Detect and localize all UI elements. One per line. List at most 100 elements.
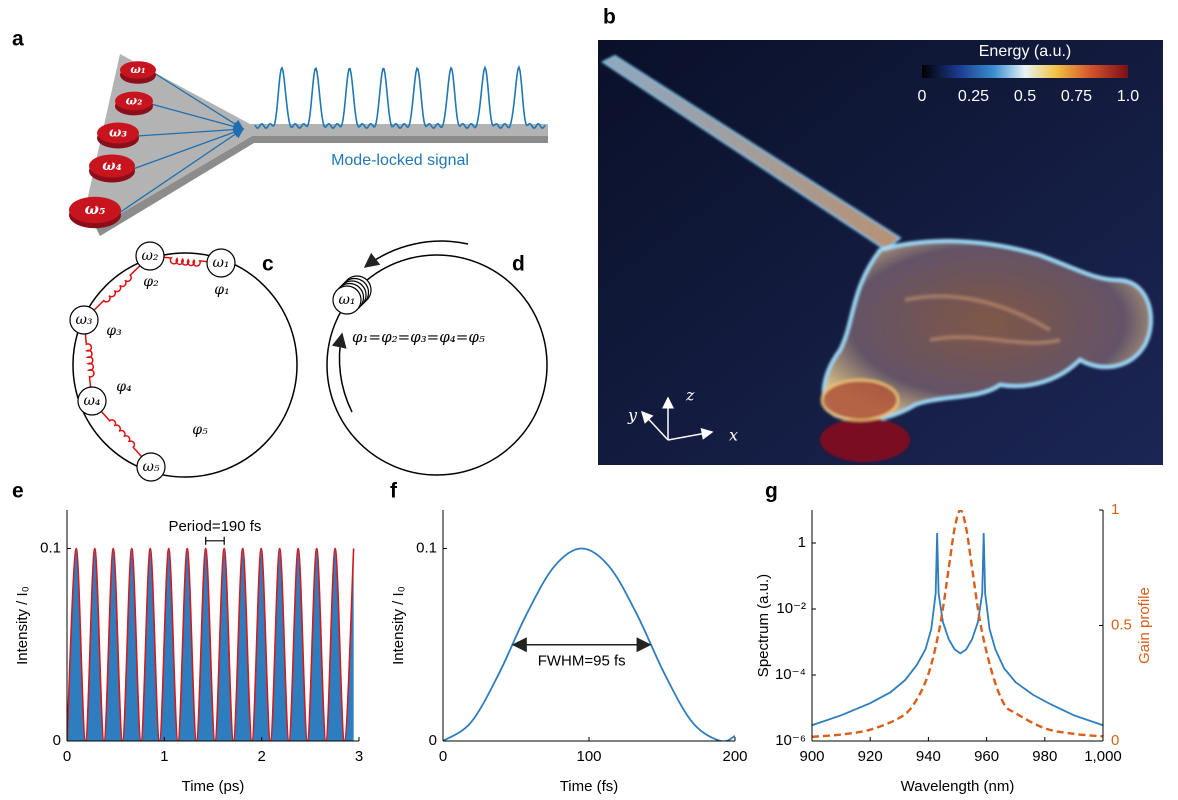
rotation-arrow: [363, 240, 469, 268]
coupling-arrow: [153, 72, 245, 130]
y-axis-label: Spectrum (a.u.): [755, 574, 772, 677]
x-tick-label: 900: [799, 748, 824, 765]
colorbar: [922, 65, 1128, 78]
phase-label: φ₄: [116, 379, 132, 395]
line: [443, 547, 735, 741]
ring: [72, 252, 298, 478]
y-tick-label: 0.1: [416, 539, 437, 556]
oscillator-label: ω₄: [102, 158, 121, 174]
x-tick-label: 200: [722, 748, 747, 765]
spring: [83, 255, 151, 321]
coupling-arrow: [150, 103, 245, 132]
oscillator: [97, 122, 139, 144]
x-tick-label: 1,000: [1084, 748, 1122, 765]
axis-triad: [640, 396, 714, 441]
oscillator: [120, 61, 156, 79]
phase-label: φ₃: [106, 323, 122, 339]
coupling-arrow: [132, 127, 245, 170]
chart: 0 1 2 3 0 0.1 Time (ps) Intensity / I₀ Period=19…: [14, 510, 363, 795]
node: [206, 248, 236, 278]
node: [136, 452, 166, 482]
coupling-arrow: [118, 128, 245, 214]
y-axis-label: Intensity / I₀: [390, 586, 407, 665]
phase-label: φ₁: [214, 282, 229, 298]
panel-a: Mode-locked signal ω₁ ω₂ ω₃ ω₄ ω₅: [69, 54, 548, 236]
x-tick-label: 0: [439, 748, 447, 765]
x-axis-label: Wavelength (nm): [901, 778, 1015, 795]
y-tick-label: 10⁻⁴: [775, 666, 806, 683]
ring: [326, 254, 548, 476]
oscillator-label: ω₁: [130, 63, 145, 76]
panel-label: g: [765, 480, 778, 503]
colorbar-title: Energy (a.u.): [979, 43, 1071, 60]
node-label: ω₅: [142, 459, 159, 475]
y-tick-label: 0.1: [40, 539, 61, 556]
colorbar-tick-label: 0: [918, 88, 927, 105]
node: [135, 241, 165, 271]
panel-label: f: [390, 480, 398, 503]
x-axis-label: Time (ps): [182, 778, 245, 795]
phase-label: φ₅: [192, 422, 208, 438]
y-axis-label: Intensity / I₀: [14, 586, 31, 665]
colorbar-tick-label: 0.75: [1061, 88, 1092, 105]
spring: [91, 400, 152, 468]
x-tick-label: 980: [1032, 748, 1057, 765]
y-tick-label: 1: [798, 534, 806, 551]
node: [77, 386, 107, 416]
panel-label: b: [603, 6, 616, 29]
signal-label: Mode-locked signal: [331, 152, 469, 169]
oscillator-label: ω₅: [85, 200, 106, 218]
panel-label: c: [262, 253, 274, 276]
x-tick-label: 960: [974, 748, 999, 765]
panel-d: φ₁=φ₂=φ₃=φ₄=φ₅ ω₁: [326, 240, 548, 476]
pulse-train: [254, 64, 546, 130]
colorbar-tick-label: 0.5: [1014, 88, 1036, 105]
y2-axis-label: Gain profile: [1136, 587, 1153, 664]
panel-label: e: [12, 480, 24, 503]
charts: 0 1 2 3 0 0.1 Time (ps) Intensity / I₀ Period=19…: [14, 501, 1153, 795]
panel-b: Energy (a.u.) x y z 0 0.25 0.5 0.75 1.0: [598, 40, 1163, 465]
panel-c: ω₁ φ₁ ω₂ φ₂ ω₃ φ₃ ω₄ φ₄ ω₅ φ₅: [69, 241, 298, 482]
line: [67, 547, 355, 741]
spring: [83, 319, 95, 402]
node: [332, 285, 362, 315]
node-label: ω₁: [212, 255, 229, 271]
y-tick-label: 10⁻²: [776, 600, 806, 617]
chart: 900 920 940 960 980 1,000 10⁻⁶ 10⁻⁴ 10⁻² 1 0 0.5 1 Wa…: [755, 501, 1153, 795]
y2-tick-label: 0: [1111, 732, 1119, 749]
y2-tick-label: 1: [1111, 501, 1119, 518]
chart: 0 100 200 0 0.1 Time (fs) Intensity / I₀ FWHM=9…: [390, 510, 748, 795]
annotation: Period=190 fs: [168, 518, 261, 535]
line: [812, 510, 1103, 739]
node: [69, 305, 99, 335]
oscillator: [69, 196, 121, 224]
node-label: ω₁: [338, 292, 355, 308]
x-tick-label: 1: [160, 748, 168, 765]
oscillator-label: ω₂: [126, 94, 143, 108]
coupling-arrow: [136, 124, 245, 137]
rotation-arrow: [331, 332, 353, 413]
x-tick-label: 100: [576, 748, 601, 765]
oscillator-label: ω₃: [109, 126, 127, 141]
panel-label: d: [512, 253, 525, 276]
x-tick-label: 3: [355, 748, 363, 765]
axis-y: y: [627, 406, 638, 425]
x-axis-label: Time (fs): [560, 778, 619, 795]
y-tick-label: 0: [429, 732, 437, 749]
y-tick-label: 0: [53, 732, 61, 749]
oscillator: [115, 91, 153, 111]
x-tick-label: 920: [858, 748, 883, 765]
spring: [149, 255, 222, 267]
axis-x: x: [729, 426, 738, 445]
panel-label: a: [12, 28, 24, 51]
axis-z: z: [685, 386, 695, 405]
phase-label: φ₂: [143, 274, 159, 290]
waveguide-top: [84, 54, 548, 228]
line: [812, 533, 1103, 727]
panel-labels: a b c d e f g: [12, 6, 778, 503]
node-label: ω₄: [83, 393, 100, 409]
node-label: ω₃: [75, 312, 92, 328]
phase-relation: φ₁=φ₂=φ₃=φ₄=φ₅: [352, 328, 485, 346]
y-tick-label: 10⁻⁶: [775, 732, 806, 749]
